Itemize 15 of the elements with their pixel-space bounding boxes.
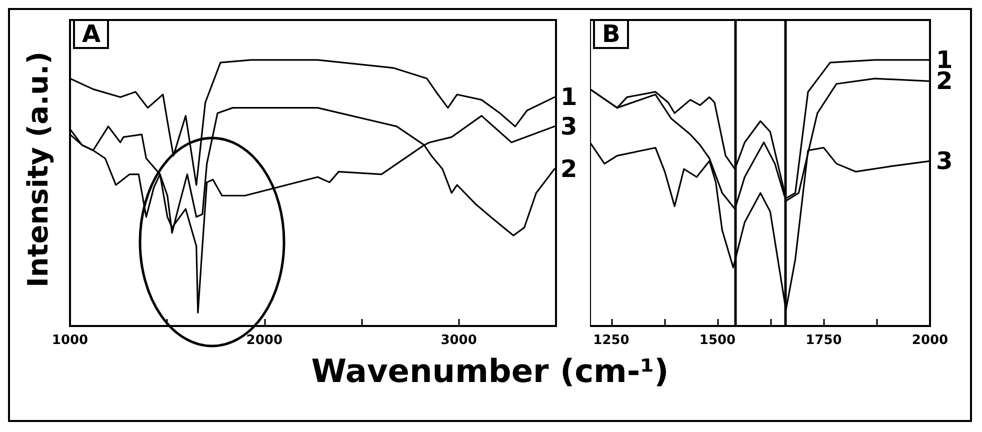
series-label: 1 [560, 83, 578, 112]
series-label: 3 [936, 147, 953, 176]
x-tick-label: 3000 [440, 333, 477, 348]
chart-title: B [602, 20, 620, 48]
x-tick-label: 1250 [593, 333, 630, 348]
series-label: 3 [560, 112, 578, 140]
x-tick-label: 2000 [246, 333, 282, 348]
x-tick-label: 1500 [699, 333, 736, 348]
x-tick-label: 1000 [52, 333, 88, 348]
y-axis-title: Intensity (a.u.) [22, 50, 55, 288]
series-label: 2 [560, 155, 578, 184]
x-tick-label: 1750 [806, 333, 842, 348]
x-tick-label: 2000 [912, 333, 948, 348]
chart-title: A [82, 20, 101, 48]
x-axis-title: Wavenumber (cm-¹) [310, 352, 670, 390]
